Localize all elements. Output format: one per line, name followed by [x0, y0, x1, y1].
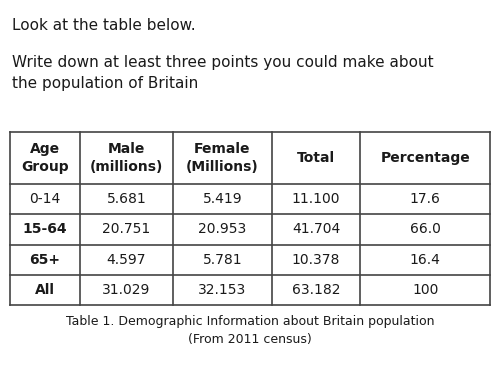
Text: 65+: 65+ — [30, 253, 60, 267]
Text: 15-64: 15-64 — [22, 222, 67, 236]
Text: Age
Group: Age Group — [21, 142, 68, 174]
Text: 17.6: 17.6 — [410, 192, 440, 206]
Text: 63.182: 63.182 — [292, 283, 340, 297]
Text: 16.4: 16.4 — [410, 253, 440, 267]
Text: 4.597: 4.597 — [106, 253, 146, 267]
Text: Table 1. Demographic Information about Britain population
(From 2011 census): Table 1. Demographic Information about B… — [66, 315, 434, 346]
Text: Write down at least three points you could make about
the population of Britain: Write down at least three points you cou… — [12, 55, 434, 91]
Text: Look at the table below.: Look at the table below. — [12, 18, 196, 33]
Text: Male
(millions): Male (millions) — [90, 142, 163, 174]
Text: 20.751: 20.751 — [102, 222, 150, 236]
Text: 20.953: 20.953 — [198, 222, 246, 236]
Text: 5.681: 5.681 — [106, 192, 146, 206]
Text: 32.153: 32.153 — [198, 283, 246, 297]
Text: 66.0: 66.0 — [410, 222, 440, 236]
Text: 31.029: 31.029 — [102, 283, 150, 297]
Text: 5.419: 5.419 — [202, 192, 242, 206]
Text: Female
(Millions): Female (Millions) — [186, 142, 259, 174]
Text: 0-14: 0-14 — [29, 192, 60, 206]
Text: Percentage: Percentage — [380, 151, 470, 165]
Text: 11.100: 11.100 — [292, 192, 340, 206]
Text: 100: 100 — [412, 283, 438, 297]
Text: 41.704: 41.704 — [292, 222, 340, 236]
Text: All: All — [35, 283, 55, 297]
Text: 10.378: 10.378 — [292, 253, 340, 267]
Text: 5.781: 5.781 — [202, 253, 242, 267]
Text: Total: Total — [297, 151, 335, 165]
